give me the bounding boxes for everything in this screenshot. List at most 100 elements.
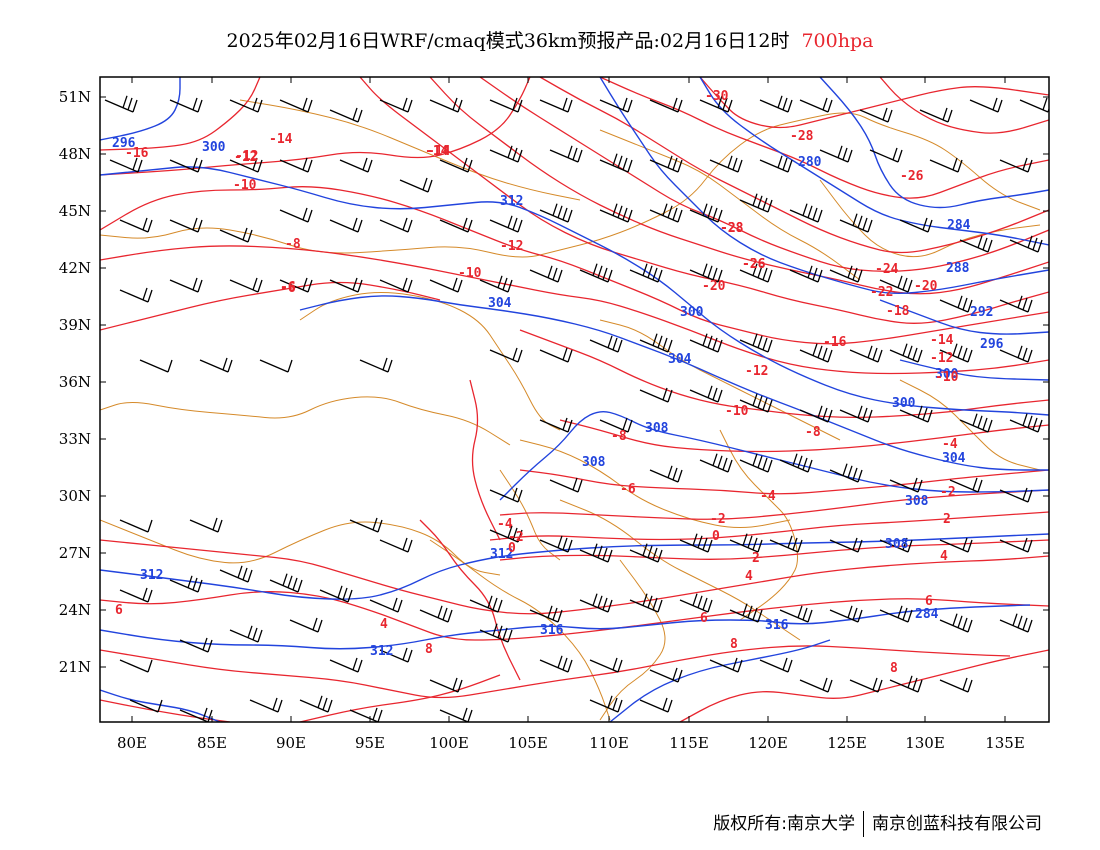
wind-barb: [179, 707, 213, 722]
wind-barb: [169, 575, 203, 593]
temperature-label: -12: [235, 149, 258, 164]
wind-barb: [229, 157, 263, 173]
wind-barb: [439, 217, 473, 233]
wind-barb: [489, 347, 523, 363]
height-label: 316: [540, 623, 564, 638]
height-label: 300: [935, 367, 959, 382]
map-title: 2025年02月16日WRF/cmaq模式36km预报产品:02月16日12时 7…: [0, 26, 1100, 53]
wind-barb: [279, 157, 313, 173]
height-label: 316: [765, 618, 789, 633]
lat-tick-label: 42N: [59, 259, 91, 277]
wind-barb: [939, 295, 973, 313]
border-line: [599, 559, 666, 721]
wind-barb: [249, 697, 283, 713]
wind-barb: [439, 707, 473, 722]
temperature-label: 8: [890, 661, 898, 676]
wind-barb: [919, 107, 953, 123]
wind-barb: [959, 235, 993, 253]
temperature-label: -24: [875, 262, 899, 277]
temperature-isotherm: [359, 77, 1049, 324]
height-label: 308: [582, 455, 606, 470]
wind-barb: [889, 675, 923, 693]
temperature-isotherm: [419, 519, 521, 681]
lat-tick-label: 45N: [59, 202, 91, 220]
temperature-isotherm: [100, 591, 1049, 641]
border-line: [100, 396, 511, 446]
wind-barb: [1009, 413, 1043, 433]
temperature-label: -12: [500, 239, 523, 254]
temperature-label: 4: [745, 569, 753, 584]
wind-barb: [539, 655, 573, 673]
wind-barb: [279, 277, 313, 293]
lon-tick-label: 90E: [276, 734, 306, 752]
border-line: [239, 99, 581, 201]
wind-barb: [599, 153, 633, 173]
wind-barb: [999, 613, 1033, 633]
title-text: 2025年02月16日WRF/cmaq模式36km预报产品:02月16日12时: [226, 30, 790, 52]
temperature-label: 0: [712, 529, 720, 544]
credit-line: 版权所有:南京大学 南京创蓝科技有限公司: [713, 809, 1042, 837]
wind-barb: [829, 605, 863, 623]
wind-barb: [489, 487, 523, 503]
lon-tick-label: 115E: [669, 734, 709, 752]
wind-barb: [799, 405, 833, 423]
wind-barb: [319, 585, 353, 603]
wind-barb: [959, 413, 993, 433]
wind-barb: [359, 357, 393, 373]
lon-tick-label: 95E: [355, 734, 385, 752]
wind-barb: [889, 477, 923, 493]
border-line: [599, 319, 841, 441]
wind-barb: [759, 657, 793, 673]
wind-barb: [839, 405, 873, 423]
temperature-label: -20: [702, 279, 726, 294]
temperature-label: -2: [710, 512, 726, 527]
map-frame: [99, 76, 1050, 723]
wind-barb: [599, 203, 633, 223]
lon-tick-label: 85E: [197, 734, 227, 752]
wind-barb: [769, 535, 803, 553]
pressure-level: 700hpa: [801, 30, 874, 52]
height-label: 284: [915, 607, 939, 622]
wind-barb: [579, 543, 613, 563]
wind-barb: [639, 697, 673, 713]
wind-barb: [529, 605, 563, 623]
height-isoline: [100, 166, 1049, 416]
temperature-label: -28: [720, 221, 744, 236]
wind-barb: [999, 537, 1033, 553]
wind-barb: [189, 517, 223, 533]
temperature-isotherm: [479, 77, 1049, 272]
wind-barb: [539, 417, 573, 433]
wind-barb: [639, 333, 673, 353]
temperature-label: -18: [886, 304, 910, 319]
contour-labels: 296 300 300 304 300 304 308 308 308 312 312 312 316 3…: [112, 89, 1004, 676]
lat-tick-label: 51N: [59, 88, 91, 106]
height-isoline: [599, 77, 1049, 295]
height-isoline: [100, 689, 221, 722]
temperature-label: 2: [943, 512, 951, 527]
lon-tick-label: 135E: [985, 734, 1025, 752]
border-line: [499, 469, 561, 561]
temperature-label: -14: [269, 132, 293, 147]
wind-barb: [849, 677, 883, 693]
wind-barb: [789, 265, 823, 283]
temperature-label: -8: [611, 429, 627, 444]
height-label: 288: [946, 261, 970, 276]
height-label: 308: [645, 421, 669, 436]
wind-barb: [829, 265, 863, 283]
wind-barb: [469, 595, 503, 613]
wind-barb: [859, 107, 893, 123]
wind-barb: [819, 145, 853, 163]
wind-barb: [229, 277, 263, 293]
axis-ticks: 80E 85E 90E 95E 100E 105E 110E 115E 120E 125E 130E…: [59, 77, 1049, 752]
wind-barb: [379, 217, 413, 233]
wind-barb: [299, 695, 333, 713]
border-line: [519, 439, 791, 528]
wind-barb: [639, 387, 673, 403]
temperature-label: 0: [508, 541, 516, 556]
lon-tick-label: 130E: [905, 734, 945, 752]
height-label: 300: [892, 396, 916, 411]
temperature-contours: [100, 77, 1049, 722]
wind-barb: [729, 533, 763, 553]
temperature-label: -12: [745, 364, 768, 379]
wind-barb: [1009, 235, 1043, 253]
